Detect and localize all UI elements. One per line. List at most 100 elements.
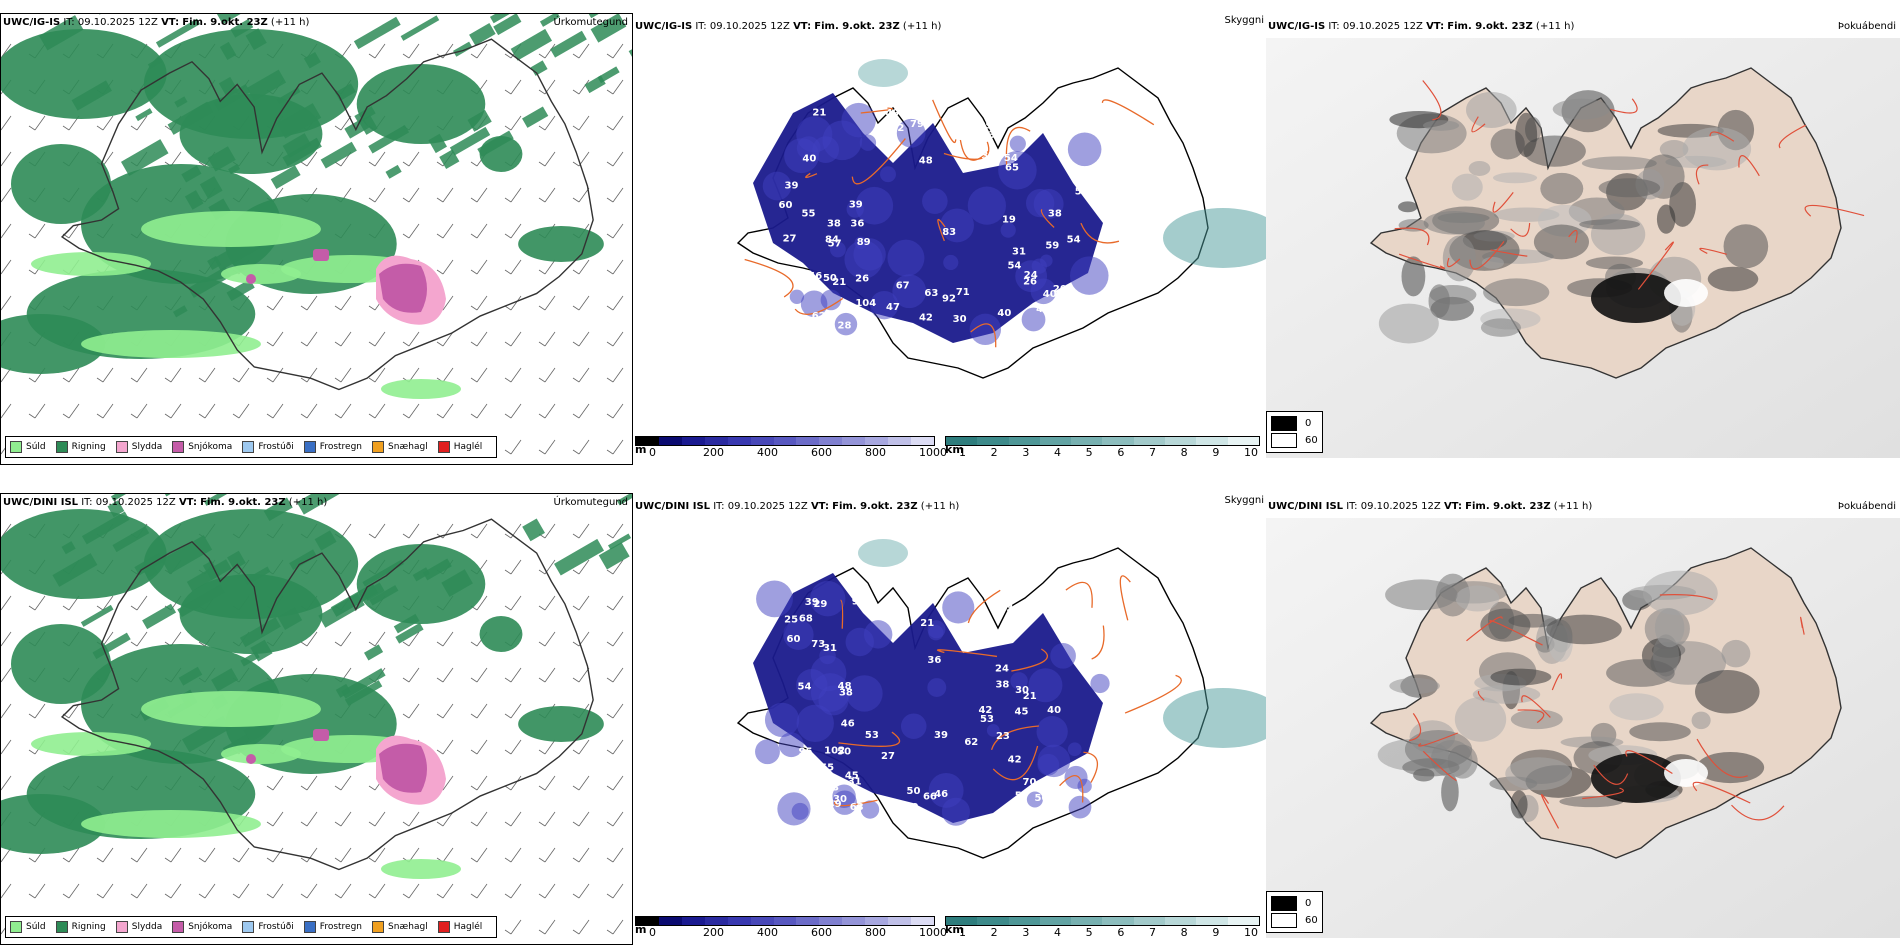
precip-type-panel-2: UWC/DINI ISL IT: 09.10.2025 12Z VT: Fim.… [0, 493, 633, 945]
legend-label: Haglél [453, 442, 483, 452]
fog-high-swatch [1271, 896, 1297, 911]
cloud-base-label: 20 [1053, 284, 1067, 295]
colorbar-ticks: 0 200 400 600 800 1000 [635, 926, 947, 939]
colorbar-tick: 5 [1085, 446, 1093, 459]
colorbar-bin [865, 437, 889, 445]
cloud-base-label: 41 [1036, 304, 1050, 315]
colorbar-ramp [635, 436, 935, 446]
cloud-base-label: 49 [828, 799, 842, 810]
precip-type-map [1, 14, 632, 455]
cloud-base-label: 42 [1069, 611, 1083, 622]
colorbar-bin [681, 437, 705, 445]
cloud-base-label: 52 [890, 123, 904, 134]
cloud-base-label: 27 [783, 234, 797, 245]
colorbar-bin [888, 437, 912, 445]
colorbar-tick: 2 [990, 446, 998, 459]
colorbar-tick: 600 [811, 926, 832, 939]
colorbar-tick: 0 [649, 446, 656, 459]
legend-label: Frostregn [319, 922, 363, 932]
cloud-base-label: 40 [802, 154, 816, 165]
colorbar-unit: km [945, 923, 964, 936]
precip-type-panel-1: UWC/IG-IS IT: 09.10.2025 12Z VT: Fim. 9.… [0, 13, 633, 465]
precip-type-map [1, 494, 632, 935]
colorbar-ticks: 0 200 400 600 800 1000 [635, 446, 947, 459]
legend-label: Snjókoma [188, 922, 233, 932]
colorbar-tick: 9 [1212, 446, 1220, 459]
colorbar-tick: 2 [990, 926, 998, 939]
cloud-base-label: 66 [923, 791, 937, 802]
cloud-base-label: 30 [1015, 685, 1029, 696]
cloud-base-label: 57 [828, 238, 842, 249]
legend-item: Súld [10, 921, 46, 933]
colorbar-bin [1165, 437, 1197, 445]
cloud-base-label: 40 [1047, 705, 1061, 716]
cloud-base-label: 50 [1035, 793, 1049, 804]
cloud-base-label: 24 [1024, 270, 1038, 281]
cloud-base-label: 62 [964, 737, 978, 748]
colorbar-bin [1039, 437, 1072, 445]
legend-label: Snæhagl [388, 922, 428, 932]
cloud-base-label: 29 [979, 120, 993, 131]
cloud-base-label: 79 [910, 119, 924, 130]
legend-swatch [10, 921, 22, 933]
colorbar-bin [1227, 437, 1259, 445]
legend-swatch [437, 921, 450, 933]
legend-swatch [372, 921, 385, 933]
legend-swatch [55, 921, 68, 933]
cloud-base-label: 55 [782, 771, 796, 782]
colorbar-bin [750, 917, 774, 925]
cloud-base-label: 38 [1048, 208, 1062, 219]
colorbar-tick: 800 [865, 446, 886, 459]
colorbar-bin [796, 437, 820, 445]
legend-swatch [372, 441, 385, 453]
cloud-base-label: 38 [995, 679, 1009, 690]
cloud-base-label: 36 [981, 150, 995, 161]
cloud-base-label: 44 [852, 308, 866, 319]
cloud-base-label: 42 [919, 313, 933, 324]
colorbar-bin [658, 437, 682, 445]
cloud-base-label: 65 [920, 590, 934, 601]
panel-header: UWC/IG-IS IT: 09.10.2025 12Z VT: Fim. 9.… [635, 21, 942, 32]
cloud-base-label: 19 [1002, 214, 1016, 225]
legend-swatch [10, 441, 22, 453]
colorbar-bin [819, 917, 843, 925]
cloud-base-label: 50 [837, 746, 851, 757]
cloud-base-label: 68 [799, 614, 813, 625]
cloud-base-label: 42 [978, 705, 992, 716]
cloud-base-label: 50 [823, 273, 837, 284]
visibility-colorbar: km 1 2 3 4 5 6 7 8 9 10 [945, 916, 1260, 939]
cloud-base-label: 21 [920, 618, 934, 629]
colorbar-unit: m [635, 443, 647, 456]
colorbar-bin [977, 437, 1009, 445]
cloud-base-label: 54 [1004, 153, 1018, 164]
cloud-base-label: 62 [812, 311, 826, 322]
colorbar-tick: 10 [1244, 446, 1258, 459]
panel-title: Skyggni [1224, 15, 1264, 26]
legend-swatch [115, 921, 128, 933]
colorbar-bin [773, 437, 797, 445]
colorbar-unit: m [635, 923, 647, 936]
legend-label: Slydda [131, 922, 163, 932]
colorbar-tick: 1000 [919, 446, 947, 459]
cloud-base-label: 70 [1023, 777, 1037, 788]
colorbar-bin [636, 437, 659, 445]
cloud-base-label: 48 [838, 681, 852, 692]
colorbar-bin [911, 437, 934, 445]
cloud-base-label: 54 [1075, 186, 1089, 197]
cloud-base-label: 53 [980, 714, 994, 725]
fog-legend: 0 60 [1266, 411, 1323, 453]
visibility-map: 34 19 57 79 62 40 67 48 39 59 50 49 104 63 30 41 26 36 47 4… [736, 59, 1266, 379]
panel-header: UWC/IG-IS IT: 09.10.2025 12Z VT: Fim. 9.… [1268, 21, 1575, 32]
cloud-base-label: 84 [825, 235, 839, 246]
colorbar-bin [704, 437, 728, 445]
cloud-base-label: 48 [919, 155, 933, 166]
cloud-base-label: 54 [1007, 260, 1021, 271]
colorbar-bin [1196, 917, 1228, 925]
fog-legend: 0 60 [1266, 891, 1323, 933]
cloud-base-label: 26 [1023, 276, 1037, 287]
cloud-base-label: 99 [852, 597, 866, 608]
fog-map [1266, 38, 1900, 458]
legend-swatch [303, 441, 316, 453]
cloud-base-label: 25 [784, 614, 798, 625]
fog-low-label: 60 [1305, 435, 1318, 446]
